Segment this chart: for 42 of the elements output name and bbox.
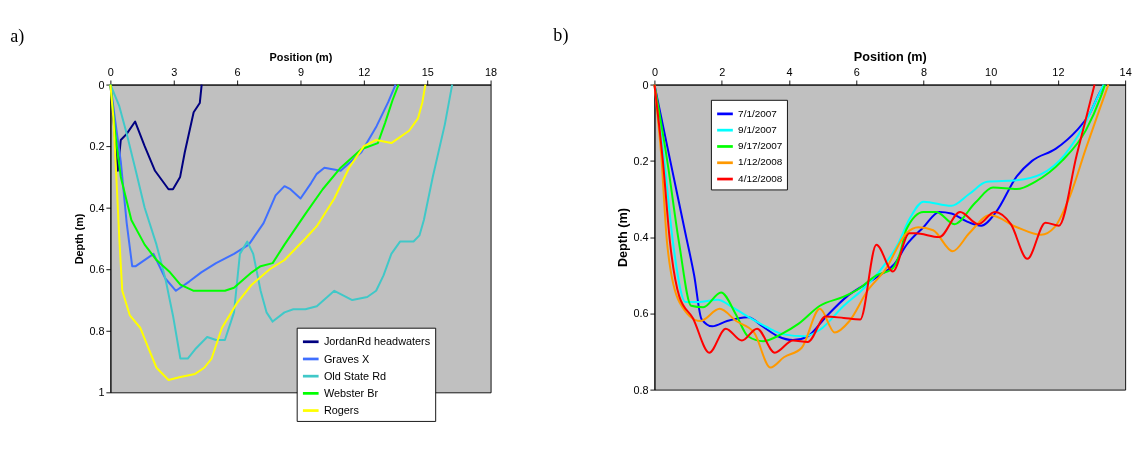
- x-tick-label: 18: [485, 66, 498, 78]
- y-tick-label: 0.2: [633, 154, 649, 167]
- y-tick-label: 0.8: [89, 324, 105, 337]
- y-tick-label: 0: [642, 78, 649, 91]
- x-tick-label: 12: [358, 66, 371, 78]
- y-tick-label: 0.8: [633, 383, 649, 396]
- legend-label: 1/12/2008: [738, 156, 783, 168]
- legend-label: Rogers: [323, 404, 360, 417]
- legend-label: 9/17/2007: [738, 140, 783, 152]
- y-tick-label: 0.2: [89, 140, 105, 153]
- legend-label: 4/12/2008: [738, 172, 783, 184]
- x-tick-label: 8: [920, 66, 927, 78]
- y-axis-title: Depth (m): [73, 213, 86, 265]
- legend-label: Old State Rd: [323, 369, 387, 382]
- x-tick-label: 3: [171, 66, 178, 78]
- chart-title: b): [553, 25, 569, 47]
- legend-label: Webster Br: [323, 386, 379, 399]
- x-tick-label: 10: [985, 66, 998, 78]
- legend-label: JordanRd headwaters: [323, 335, 431, 348]
- x-tick-label: 6: [234, 66, 241, 78]
- x-tick-label: 2: [719, 66, 726, 78]
- y-axis-title: Depth (m): [616, 208, 631, 268]
- x-tick-label: 15: [421, 66, 434, 78]
- x-axis-title: Position (m): [269, 50, 333, 63]
- y-tick-label: 0.4: [633, 231, 649, 244]
- y-tick-label: 0.6: [89, 263, 105, 276]
- legend-label: Graves X: [323, 352, 370, 365]
- chart-title: a): [10, 26, 25, 48]
- x-tick-label: 4: [786, 66, 793, 78]
- x-tick-label: 14: [1119, 66, 1132, 78]
- legend-label: 9/1/2007: [738, 123, 778, 135]
- legend-label: 7/1/2007: [738, 107, 778, 119]
- x-tick-label: 6: [853, 66, 860, 78]
- x-tick-label: 12: [1052, 66, 1065, 78]
- x-tick-label: 0: [107, 66, 114, 78]
- x-tick-label: 0: [651, 66, 658, 78]
- y-tick-label: 1: [98, 386, 105, 399]
- x-tick-label: 9: [297, 66, 305, 78]
- x-axis-title: Position (m): [853, 49, 927, 64]
- y-tick-label: 0.6: [633, 307, 649, 320]
- y-tick-label: 0: [98, 78, 105, 91]
- y-tick-label: 0.4: [89, 201, 105, 214]
